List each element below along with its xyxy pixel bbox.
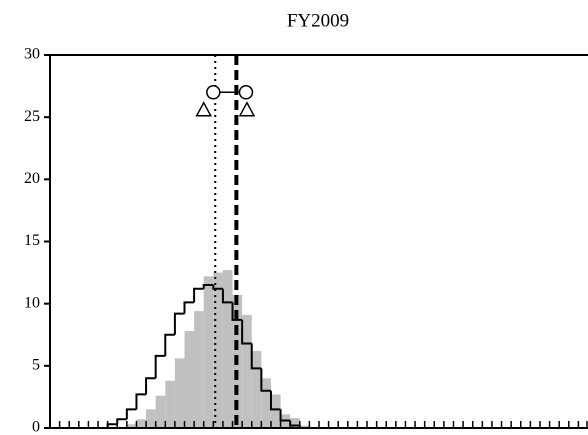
marker-triangle [238,101,256,117]
histogram-outline [269,390,281,411]
y-tick-label: 5 [32,357,40,374]
histogram-bar [184,331,195,428]
histogram-outline [154,354,166,379]
histogram-outline [173,312,185,335]
y-tick-label: 0 [32,419,40,435]
histogram-bar [146,409,156,428]
y-tick-label: 15 [24,232,40,249]
histogram-outline [202,284,214,289]
histogram-bar [155,395,166,428]
marker-circle [238,85,254,100]
histogram-bar [165,380,175,428]
marker-triangle [195,101,212,117]
histogram-outline [260,368,271,392]
histogram-outline [279,409,291,422]
y-tick-label: 10 [24,294,40,311]
histogram-bar [299,425,310,428]
histogram-bar [222,270,233,428]
y-tick-label: 30 [24,46,40,63]
histogram-bar [203,276,214,428]
histogram-outline [116,418,127,425]
histogram-outline [125,408,137,420]
histogram-bar [126,424,137,428]
histogram-bar [136,419,147,428]
chart-title: FY2009 [287,10,349,31]
histogram-outline [135,393,147,410]
histogram-bar [242,314,252,428]
histogram-outline [164,333,175,356]
histogram-bar [251,350,262,428]
histogram-bar [213,272,223,428]
histogram-outline [241,319,252,345]
histogram-outline [193,287,204,303]
marker-circle [206,85,221,100]
histogram-outline [231,302,243,321]
y-tick-label: 25 [24,108,40,125]
histogram-outline [183,301,195,314]
histogram-bar [174,358,185,428]
histogram-bar [261,378,271,428]
histogram-bar [270,394,281,428]
histogram-bar [290,418,300,428]
histogram-outline [145,377,156,395]
histogram-outline [250,343,262,370]
histogram-outline [212,285,223,290]
y-tick-label: 20 [24,170,40,187]
histogram-outline [221,288,233,304]
histogram-bar [194,311,204,428]
